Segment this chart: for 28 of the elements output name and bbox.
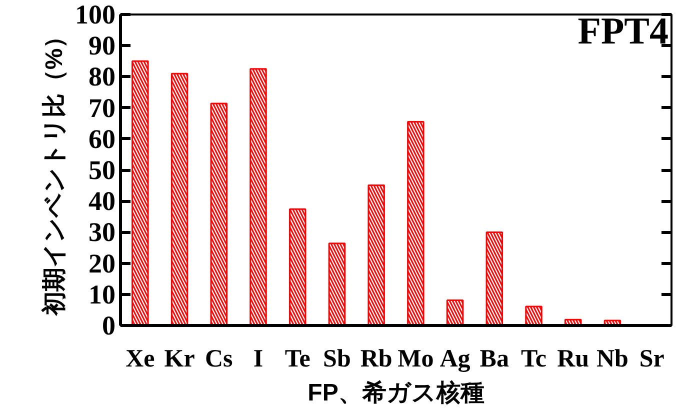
x-tick-label: Cs <box>205 346 234 372</box>
x-tick-label: Sr <box>639 346 664 372</box>
y-tick-label: 20 <box>88 248 116 278</box>
y-axis-title: 初期インベントリ比（%） <box>41 24 68 317</box>
y-tick-label: 80 <box>88 62 116 92</box>
x-axis-title: FP、希ガス核種 <box>308 380 484 406</box>
y-tick-label: 30 <box>88 217 116 248</box>
x-tick-label: Te <box>284 346 310 372</box>
x-tick-label: Ru <box>557 346 590 372</box>
annotation: FPT4 <box>578 10 669 52</box>
x-tick-label: Tc <box>521 346 546 372</box>
x-tick-label: I <box>253 346 264 372</box>
x-tick-label: Rb <box>360 346 392 372</box>
y-tick-label: 60 <box>88 124 116 154</box>
y-tick-label: 90 <box>88 30 116 61</box>
x-tick-label: Nb <box>596 346 628 372</box>
x-tick-label: Sb <box>323 346 351 372</box>
y-tick-label: 0 <box>102 310 116 340</box>
x-tick-label: Ag <box>440 346 471 372</box>
x-tick-label: Ba <box>480 346 510 372</box>
x-tick-label: Mo <box>398 346 434 372</box>
y-tick-label: 70 <box>88 92 116 123</box>
y-tick-label: 40 <box>88 186 116 216</box>
y-tick-label: 100 <box>75 0 116 30</box>
y-tick-label: 10 <box>88 279 116 310</box>
x-tick-label: Xe <box>126 346 155 372</box>
x-tick-label: Kr <box>164 346 195 372</box>
y-tick-label: 50 <box>88 155 116 185</box>
